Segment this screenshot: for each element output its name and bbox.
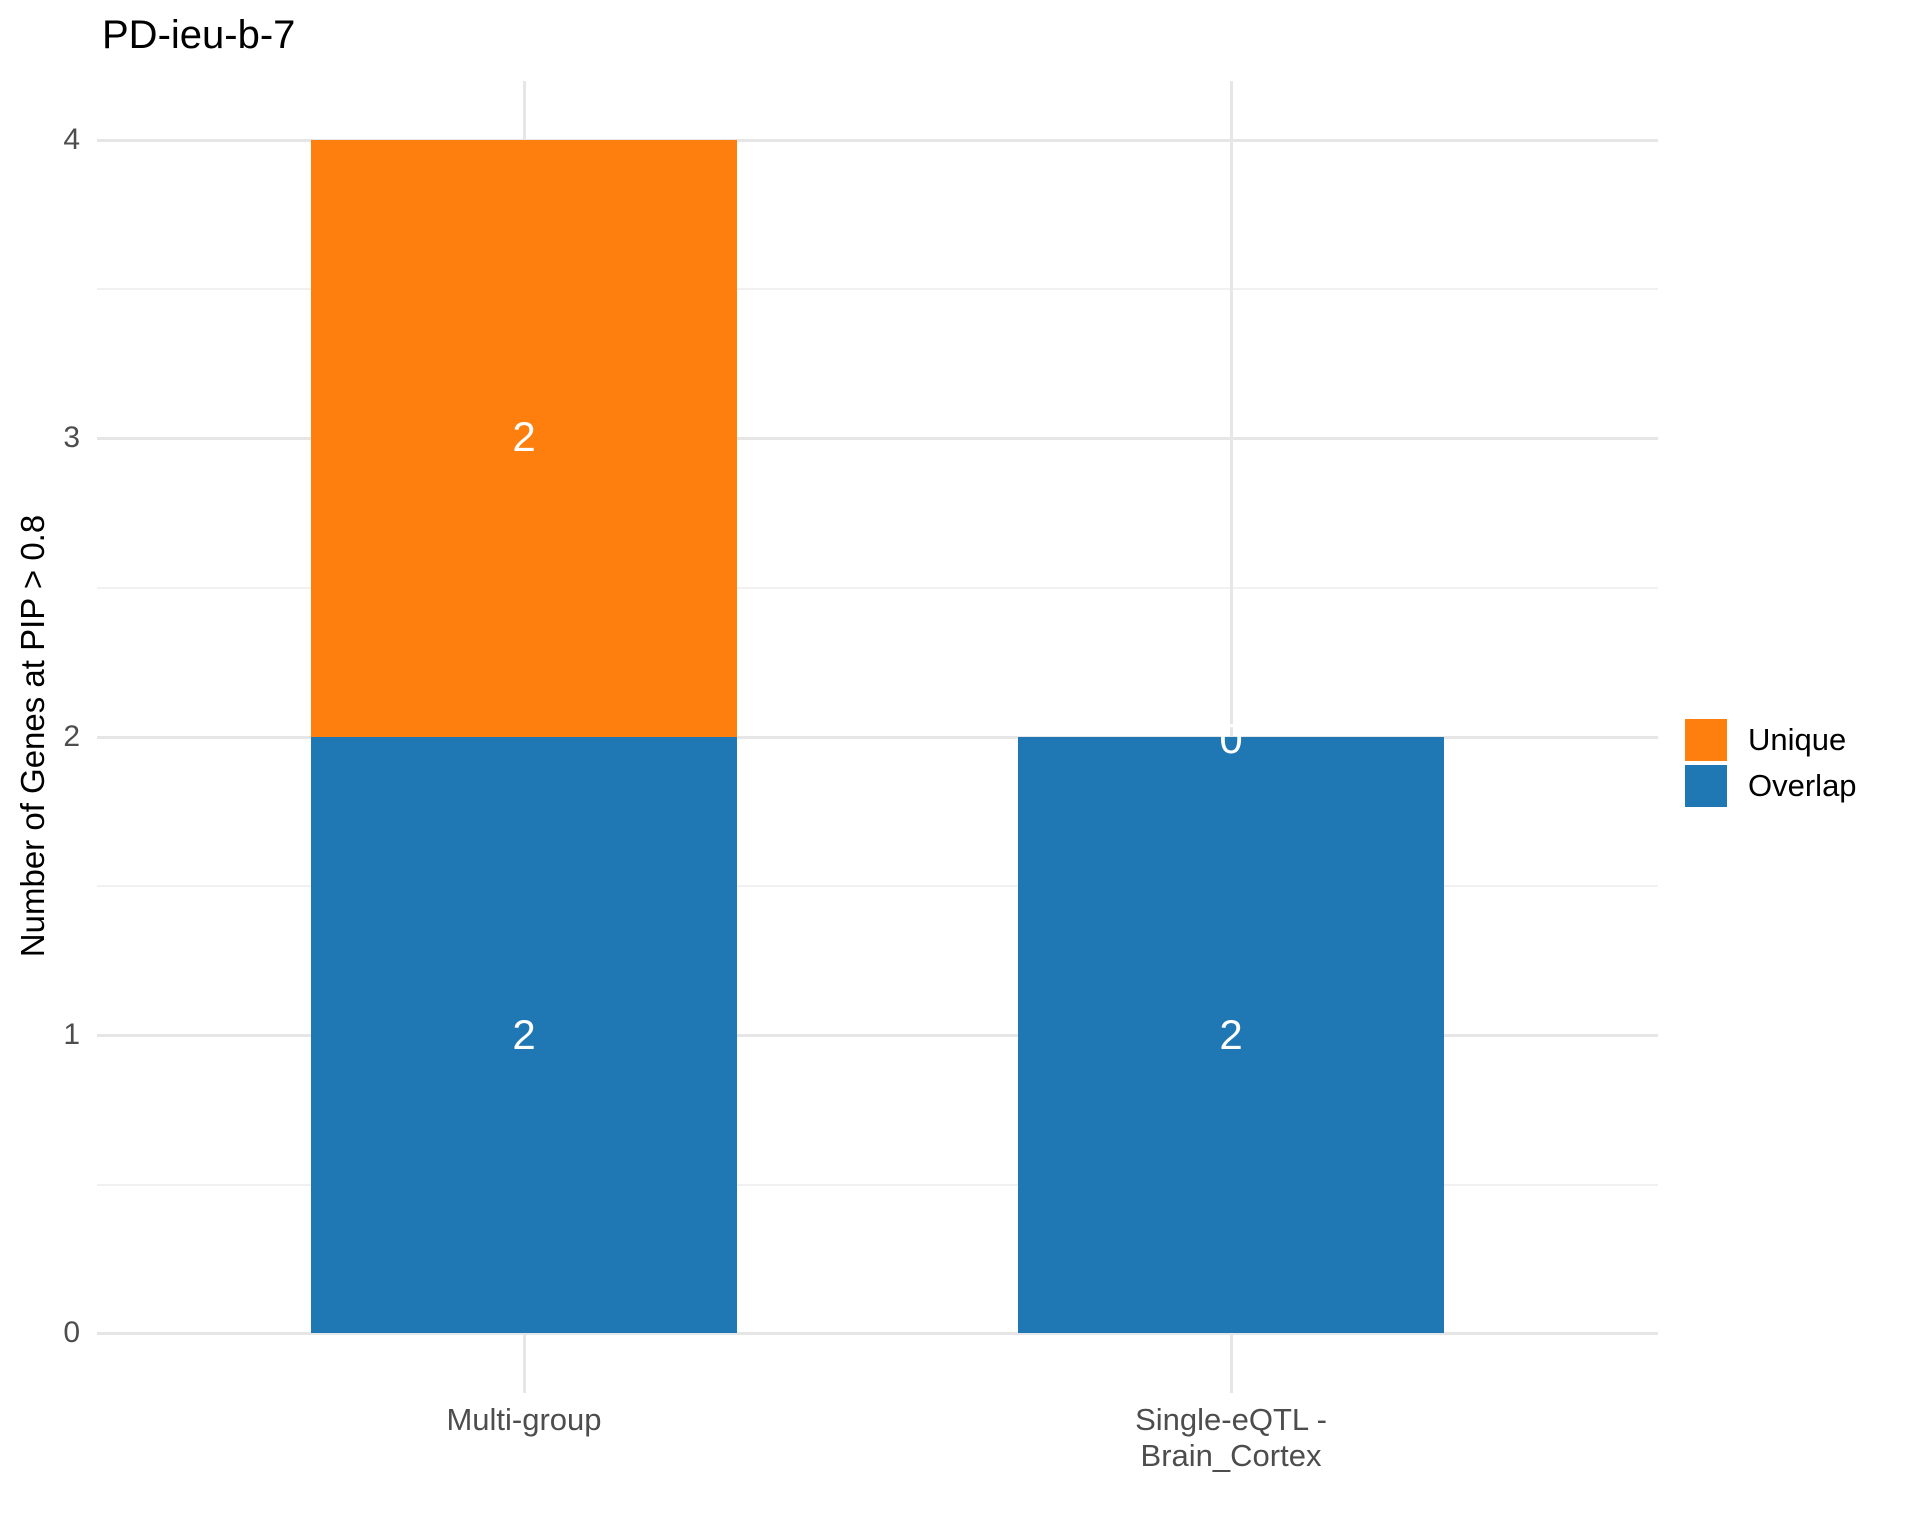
x-tick-label-line-2: Brain_Cortex [1140,1438,1322,1473]
gridline-y4 [97,139,1658,142]
y-tick-label-0: 0 [63,1316,80,1349]
gridline-y1 [97,1034,1658,1037]
gridline-minor-y0-5 [97,1184,1658,1186]
gridline-y2 [97,736,1658,739]
x-tick-label-text: Multi-group [446,1402,602,1437]
y-tick-label-3: 3 [63,421,80,454]
legend-item-overlap: Overlap [1685,765,1857,807]
x-tick-label-line-1: Single-eQTL - [1135,1402,1327,1437]
gridline-minor-y1-5 [97,885,1658,887]
bar-value-label-single-eqtl-unique: 0 [1219,715,1243,762]
legend-swatch-overlap [1685,765,1727,807]
bar-value-label-multi-group-unique: 2 [512,413,536,460]
legend: Unique Overlap [1685,719,1857,811]
y-tick-label-1: 1 [63,1018,80,1051]
legend-item-unique: Unique [1685,719,1857,761]
x-tick-label-multi-group: Multi-group [446,1402,601,1438]
y-tick-label-2: 2 [63,720,80,753]
bar-multi-group-unique-segment [311,140,737,737]
gridline-y0 [97,1332,1658,1335]
bar-value-label-single-eqtl-overlap: 2 [1219,1011,1243,1058]
bar-value-label-multi-group-overlap: 2 [512,1011,536,1058]
legend-swatch-unique [1685,719,1727,761]
bar-single-eqtl-overlap-segment [1018,737,1444,1333]
bar-multi-group-overlap-segment [311,737,737,1333]
plot-panel: 2 2 0 2 [97,81,1658,1393]
legend-label-overlap: Overlap [1748,768,1857,803]
gridline-minor-y3-5 [97,288,1658,290]
gridline-y3 [97,437,1658,440]
chart-title: PD-ieu-b-7 [102,13,296,57]
legend-label-unique: Unique [1748,722,1847,757]
x-tick-label-single-eqtl: Single-eQTL - Brain_Cortex [1135,1402,1327,1474]
gridline-minor-y2-5 [97,587,1658,589]
y-tick-label-4: 4 [63,123,80,156]
